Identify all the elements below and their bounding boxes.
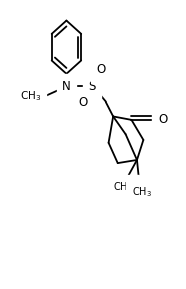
- Text: CH$_3$: CH$_3$: [132, 186, 152, 199]
- Text: CH$_3$: CH$_3$: [113, 181, 133, 194]
- Text: O: O: [97, 63, 106, 76]
- Text: O: O: [78, 96, 88, 109]
- Text: CH$_3$: CH$_3$: [20, 90, 41, 103]
- Text: N: N: [62, 79, 71, 92]
- Text: O: O: [158, 113, 167, 126]
- Text: S: S: [88, 79, 96, 92]
